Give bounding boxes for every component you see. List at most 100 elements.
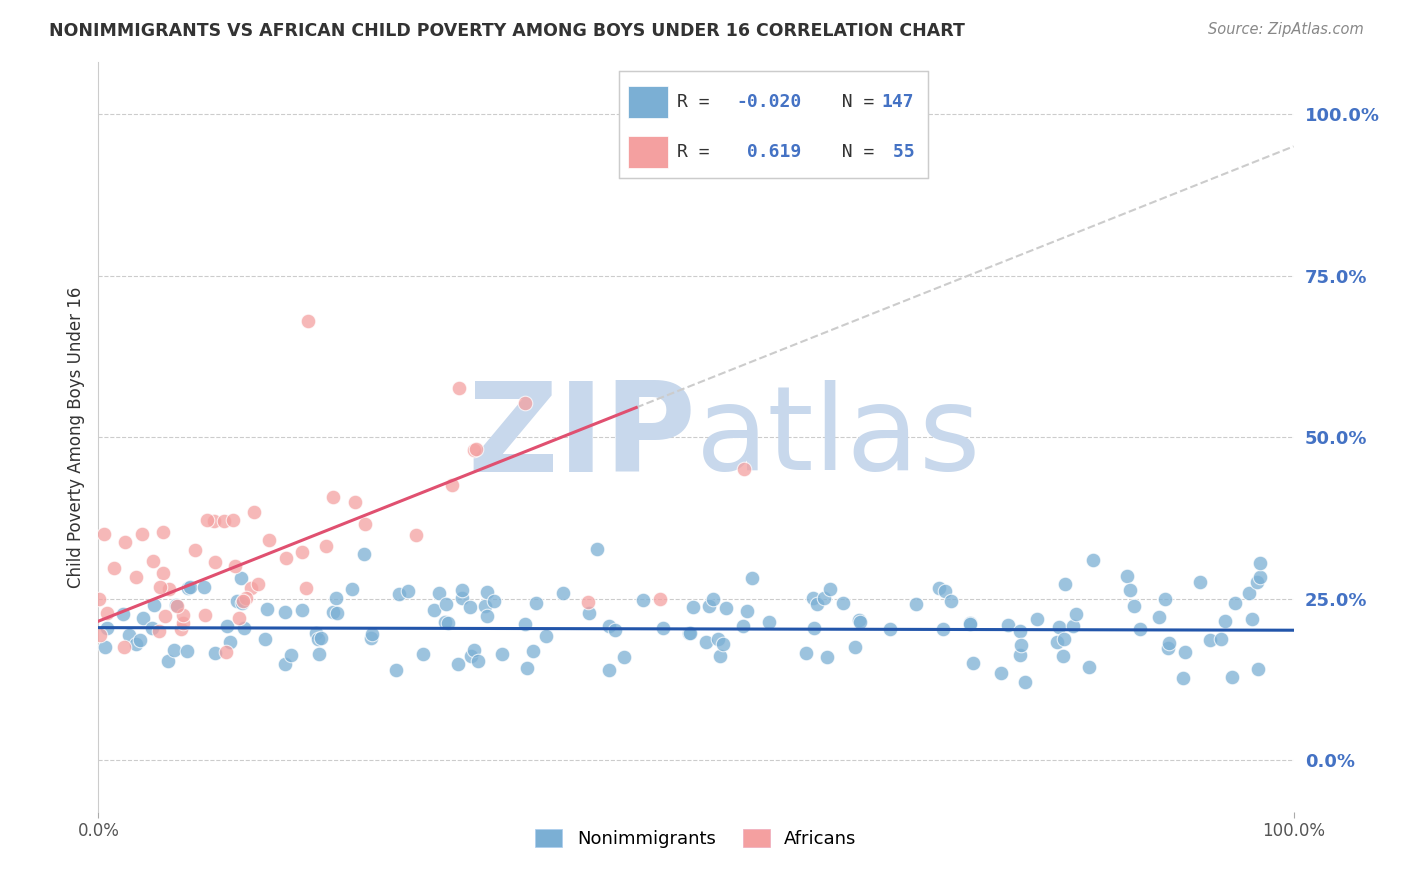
Point: [477, 609, 499, 624]
Point: [176, 581, 198, 595]
Point: [423, 603, 446, 617]
Point: [307, 632, 329, 647]
Point: [928, 581, 950, 595]
Point: [353, 548, 375, 562]
Point: [997, 617, 1019, 632]
Point: [578, 595, 600, 609]
Point: [149, 581, 172, 595]
Point: [141, 621, 163, 635]
Point: [204, 647, 226, 661]
Point: [326, 606, 349, 620]
Point: [513, 396, 536, 410]
Point: [221, 512, 243, 526]
Point: [276, 551, 298, 566]
Point: [96, 621, 118, 635]
Point: [1122, 599, 1144, 613]
Point: [322, 605, 344, 619]
Point: [232, 594, 254, 608]
Point: [482, 594, 505, 608]
Point: [360, 631, 382, 645]
Point: [274, 657, 297, 671]
Point: [1223, 596, 1246, 610]
Point: [815, 107, 838, 121]
Point: [934, 583, 956, 598]
Point: [1246, 662, 1268, 676]
Point: [633, 593, 655, 607]
Point: [405, 528, 427, 542]
Point: [436, 597, 458, 611]
Point: [118, 628, 141, 642]
Point: [651, 621, 673, 635]
Point: [125, 637, 148, 651]
Point: [613, 649, 636, 664]
Point: [586, 542, 609, 557]
Point: [204, 555, 226, 569]
Point: [832, 596, 855, 610]
Point: [1008, 648, 1031, 662]
Point: [522, 644, 544, 658]
Point: [513, 617, 536, 632]
Point: [153, 609, 176, 624]
Point: [463, 442, 485, 457]
Point: [256, 602, 278, 616]
Point: [828, 107, 851, 121]
Point: [247, 576, 270, 591]
Point: [1047, 620, 1070, 634]
Point: [959, 615, 981, 630]
Point: [467, 654, 489, 668]
Point: [202, 514, 225, 528]
Point: [325, 591, 347, 605]
Point: [1237, 586, 1260, 600]
Point: [702, 591, 724, 606]
Point: [1119, 583, 1142, 598]
Point: [1014, 674, 1036, 689]
Point: [447, 657, 470, 671]
Point: [803, 621, 825, 635]
Point: [254, 632, 277, 646]
Point: [257, 533, 280, 548]
Point: [818, 582, 841, 596]
Point: [274, 606, 297, 620]
Point: [905, 597, 928, 611]
Point: [124, 570, 146, 584]
Point: [111, 607, 134, 621]
Text: 55: 55: [882, 143, 914, 161]
Point: [172, 615, 194, 630]
Point: [242, 505, 264, 519]
Point: [801, 591, 824, 606]
Point: [340, 582, 363, 596]
Point: [648, 591, 672, 606]
Point: [131, 611, 153, 625]
Point: [396, 583, 419, 598]
Point: [813, 591, 835, 606]
Point: [433, 615, 456, 629]
Point: [1025, 612, 1047, 626]
Point: [343, 495, 366, 509]
Point: [217, 618, 239, 632]
Point: [308, 647, 330, 661]
Point: [1046, 634, 1069, 648]
Point: [678, 626, 700, 640]
Point: [148, 624, 170, 639]
Point: [939, 593, 962, 607]
Point: [183, 543, 205, 558]
Point: [1064, 607, 1087, 621]
Point: [225, 594, 247, 608]
Point: [1171, 672, 1194, 686]
Point: [1062, 619, 1084, 633]
Point: [1129, 623, 1152, 637]
Point: [1083, 553, 1105, 567]
Point: [1053, 632, 1076, 647]
Bar: [628, 136, 668, 168]
Point: [741, 571, 763, 585]
Point: [240, 581, 263, 595]
Point: [163, 643, 186, 657]
Point: [1249, 569, 1271, 583]
Point: [990, 666, 1012, 681]
Point: [707, 632, 730, 646]
Point: [1241, 612, 1264, 626]
Point: [463, 643, 485, 657]
Point: [89, 592, 111, 607]
Point: [1116, 569, 1139, 583]
Point: [1157, 641, 1180, 656]
